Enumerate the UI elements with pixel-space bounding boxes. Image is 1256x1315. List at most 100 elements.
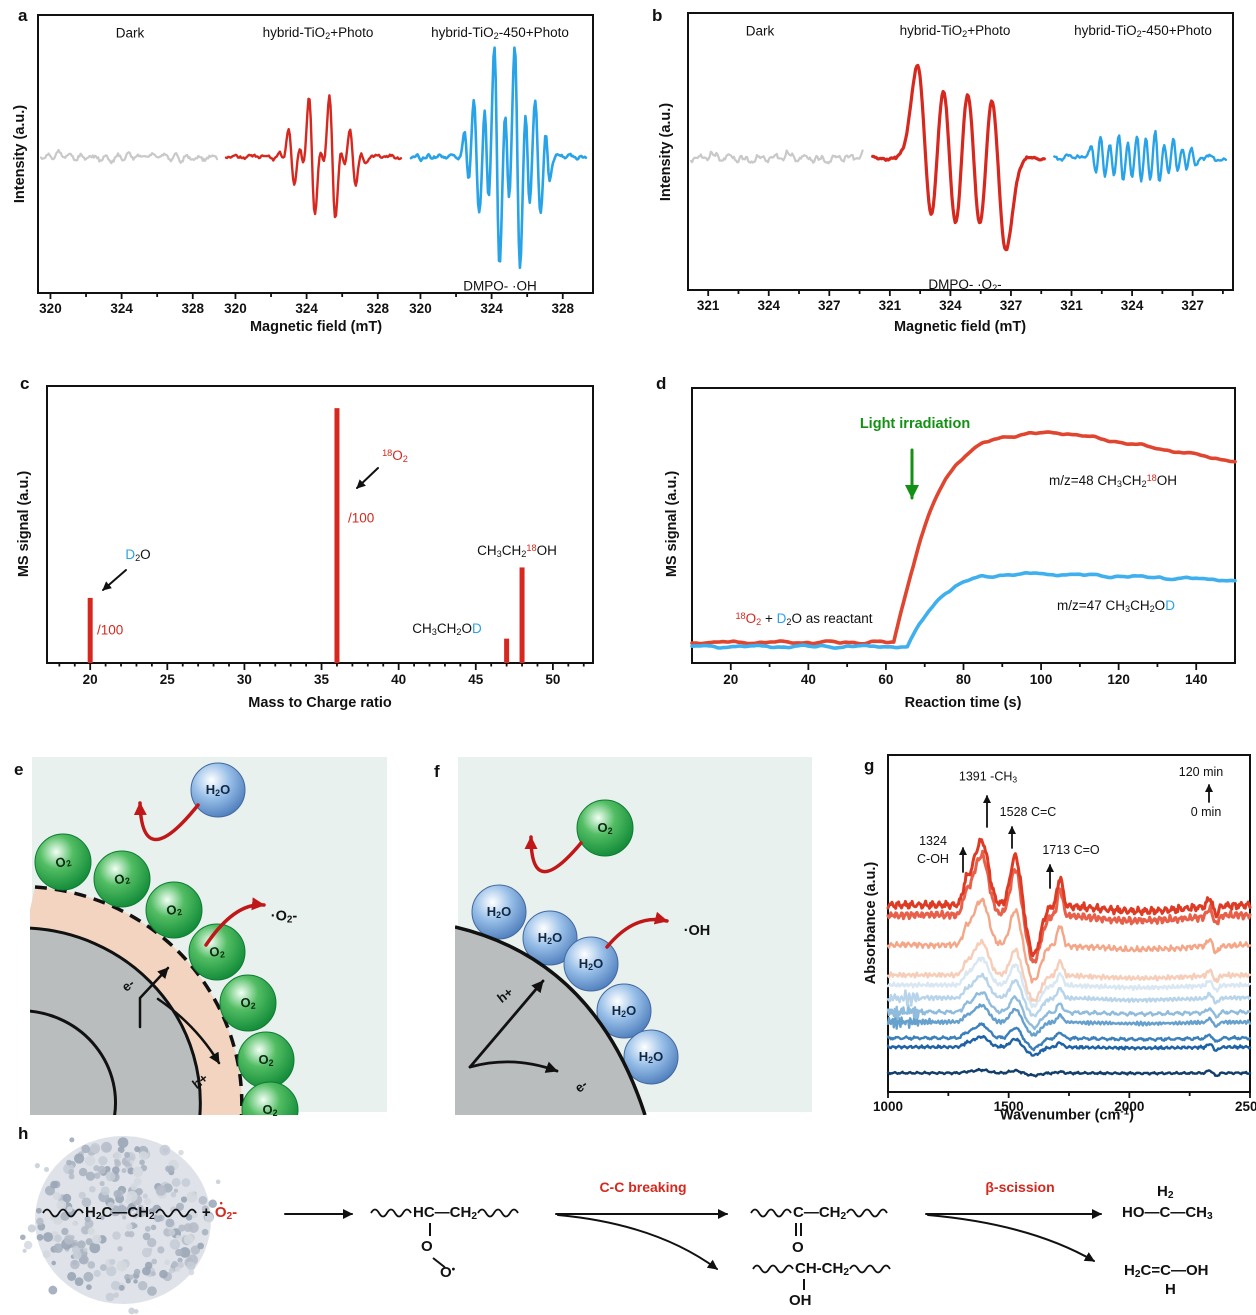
bond-double-1	[795, 1223, 797, 1236]
mechanism-diagram-e	[30, 757, 387, 1115]
peak-label-ethanol-18oh: CH3CH218OH	[477, 542, 557, 560]
h2o-sphere-label: H2O	[578, 956, 604, 972]
mass-spectrum-chart-c: 20 25 30 35 40 45 50	[46, 385, 594, 687]
tick-label: 321	[879, 298, 902, 313]
time-label-120min: 120 min	[1178, 765, 1224, 779]
x-axis-label-a: Magnetic field (mT)	[249, 319, 383, 335]
tick-label: 321	[697, 298, 720, 313]
mechanism-diagram-f	[455, 757, 812, 1115]
tick-label: 20	[83, 672, 98, 687]
tick-label: 45	[468, 672, 484, 687]
bond-vertical-oh	[803, 1279, 805, 1290]
band-label-1528: 1528 C=C	[999, 805, 1057, 819]
series-label-tio2-450-a: hybrid-TiO2-450+Photo	[431, 25, 569, 41]
formula-peroxy-intermediate: HC—CH2	[370, 1204, 520, 1222]
tick-label: 327	[818, 298, 841, 313]
panel-letter-b: b	[652, 6, 663, 25]
tick-label: 324	[295, 301, 318, 316]
tick-label: 324	[480, 301, 503, 316]
h2o-sphere-label: H2O	[611, 1003, 637, 1019]
tick-label: 324	[1121, 298, 1144, 313]
tick-label: 40	[391, 672, 406, 687]
epr-chart-a: 320 324 328 320 324 328 320 324 328	[37, 14, 594, 316]
panel-letter-h: h	[18, 1124, 29, 1143]
time-label-0min: 0 min	[1190, 805, 1222, 819]
epr-chart-b: 321 324 327 321 324 327 321 324 327	[687, 12, 1234, 313]
ketone-oxygen: O	[792, 1239, 804, 1256]
panel-letter-c: c	[20, 374, 30, 393]
h2o-sphere-label: H2O	[537, 930, 563, 946]
tick-label: 30	[237, 672, 252, 687]
tick-label: 2000	[1114, 1099, 1144, 1114]
curve-label-mz48: m/z=48 CH3CH218OH	[1048, 472, 1178, 490]
series-label-tio2-450-b: hybrid-TiO2-450+Photo	[1074, 23, 1212, 39]
tick-label: 327	[1000, 298, 1023, 313]
x-axis-label-c: Mass to Charge ratio	[248, 695, 392, 711]
series-label-tio2-a: hybrid-TiO2+Photo	[262, 25, 374, 41]
beta-scission-label: β-scission	[985, 1179, 1055, 1195]
tick-label: 1000	[873, 1099, 903, 1114]
tick-label: 35	[314, 672, 330, 687]
y-axis-label-g: Absorbance (a.u.)	[863, 861, 879, 985]
tick-label: 60	[878, 672, 893, 687]
y-axis-label-c: MS signal (a.u.)	[16, 470, 32, 578]
enol-h: H	[1165, 1281, 1176, 1298]
x-axis-label-d: Reaction time (s)	[904, 695, 1022, 711]
o2-sphere-label: O2	[165, 901, 183, 919]
tick-label: 1500	[994, 1099, 1024, 1114]
curve-label-mz47: m/z=47 CH3CH2OD	[1057, 598, 1175, 614]
y-axis-label-d: MS signal (a.u.)	[664, 470, 680, 578]
series-label-dark-a: Dark	[115, 25, 145, 41]
tick-label: 20	[723, 672, 738, 687]
tick-label: 324	[757, 298, 780, 313]
formula-polyethylene-plus-superoxide: H2C—CH2 + O2-	[42, 1204, 237, 1222]
panel-letter-a: a	[18, 6, 28, 25]
h2o-sphere-label: H2O	[638, 1049, 664, 1065]
band-label-1324: 1324	[919, 834, 947, 848]
scale-note-d2o: /100	[97, 622, 124, 638]
y-axis-label-a: Intensity (a.u.)	[12, 104, 28, 204]
x-axis-label-g: Wavenumber (cm-1)	[1000, 1106, 1134, 1124]
tick-label: 324	[110, 301, 133, 316]
tick-label: 2500	[1235, 1099, 1256, 1114]
y-axis-label-b: Intensity (a.u.)	[658, 102, 674, 202]
hydroxyl-label: ·OH	[683, 923, 711, 939]
tick-label: 327	[1181, 298, 1204, 313]
tick-label: 324	[939, 298, 962, 313]
kinetics-chart-d: 20 40 60 80 100 120 140	[690, 387, 1237, 687]
band-label-1391: 1391 -CH3	[958, 769, 1018, 785]
bond-double-2	[800, 1223, 802, 1236]
h2o-sphere-label: H2O	[205, 782, 231, 798]
reactant-annotation: 18O2 + D2O as reactant	[735, 610, 873, 628]
band-label-coh: C-OH	[917, 852, 949, 866]
drifts-chart-g: 1000 1500 2000 2500	[873, 754, 1256, 1114]
alcohol-oh: OH	[789, 1292, 812, 1309]
o2-sphere-label: O2	[258, 1052, 274, 1068]
band-label-1713: 1713 C=O	[1042, 843, 1100, 857]
formula-alcohol-product: CH-CH2	[752, 1260, 892, 1278]
adduct-annotation-b: DMPO- ·O2-	[928, 277, 1002, 293]
peak-label-d2o: D2O	[125, 547, 151, 563]
o2-sphere-label: O2	[208, 943, 226, 960]
panel-letter-g: g	[864, 756, 875, 775]
formula-enol: H2C=C—OH	[1124, 1262, 1209, 1281]
tick-label: 321	[1060, 298, 1083, 313]
tick-label: 328	[366, 301, 389, 316]
tick-label: 120	[1107, 672, 1130, 687]
light-irradiation-label: Light irradiation	[859, 416, 971, 432]
series-label-dark-b: Dark	[745, 23, 775, 39]
formula-ketone-product: C—CH2	[750, 1204, 889, 1222]
peroxy-oxygen-1: O	[421, 1238, 433, 1255]
tick-label: 40	[801, 672, 816, 687]
cc-breaking-label: C-C breaking	[599, 1179, 687, 1195]
o2-sphere-label: O2	[262, 1102, 278, 1118]
o2-sphere-label: O2	[240, 994, 256, 1011]
h2o-sphere-label: H2O	[486, 904, 512, 920]
panel-letter-e: e	[14, 760, 24, 779]
tick-label: 25	[160, 672, 176, 687]
peak-label-18o2: 18O2	[382, 447, 408, 465]
tick-label: 328	[551, 301, 574, 316]
panel-letter-f: f	[434, 762, 440, 781]
superoxide-label: ·O2-	[270, 908, 298, 926]
